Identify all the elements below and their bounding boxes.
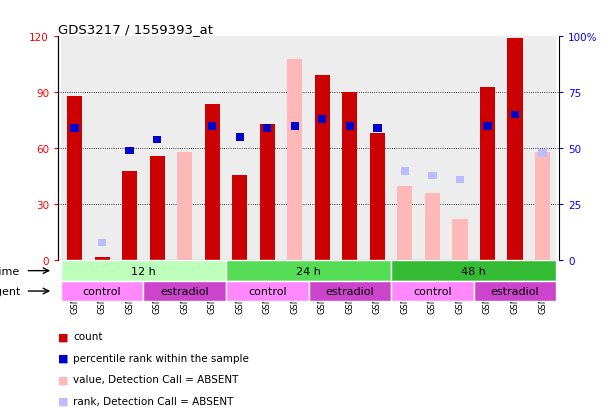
Bar xyxy=(171,37,199,261)
Text: count: count xyxy=(73,332,103,342)
Bar xyxy=(336,37,364,261)
Bar xyxy=(529,37,556,261)
Text: ■: ■ xyxy=(58,375,68,385)
Bar xyxy=(61,261,226,281)
Bar xyxy=(318,116,326,123)
Bar xyxy=(391,37,419,261)
Bar xyxy=(456,177,464,184)
Bar xyxy=(232,175,247,261)
Bar xyxy=(401,168,409,175)
Bar xyxy=(397,186,412,261)
Bar xyxy=(309,37,336,261)
Text: percentile rank within the sample: percentile rank within the sample xyxy=(73,353,249,363)
Text: control: control xyxy=(82,286,122,296)
Bar xyxy=(98,239,106,247)
Bar xyxy=(205,104,220,261)
Bar xyxy=(208,123,216,131)
Bar xyxy=(89,37,116,261)
Bar xyxy=(281,37,309,261)
Text: GDS3217 / 1559393_at: GDS3217 / 1559393_at xyxy=(58,23,213,36)
Bar xyxy=(226,261,391,281)
Bar xyxy=(95,257,109,261)
Bar xyxy=(125,147,134,155)
Bar xyxy=(61,37,89,261)
Text: ■: ■ xyxy=(58,396,68,406)
Bar xyxy=(425,194,440,261)
Bar xyxy=(474,37,501,261)
Text: rank, Detection Call = ABSENT: rank, Detection Call = ABSENT xyxy=(73,396,233,406)
Bar xyxy=(346,123,354,131)
Bar xyxy=(177,153,192,261)
Bar xyxy=(391,261,556,281)
Bar xyxy=(364,37,391,261)
Bar xyxy=(391,281,474,301)
Text: control: control xyxy=(248,286,287,296)
Bar xyxy=(483,123,492,131)
Bar xyxy=(260,125,275,261)
Bar xyxy=(122,171,137,261)
Bar xyxy=(474,281,556,301)
Bar xyxy=(511,112,519,119)
Bar xyxy=(144,37,171,261)
Bar xyxy=(153,136,161,144)
Text: estradiol: estradiol xyxy=(160,286,209,296)
Bar xyxy=(501,37,529,261)
Bar xyxy=(61,281,144,301)
Bar xyxy=(373,125,381,133)
Bar xyxy=(428,172,437,180)
Text: estradiol: estradiol xyxy=(326,286,374,296)
Bar xyxy=(446,37,474,261)
Text: control: control xyxy=(413,286,452,296)
Text: ■: ■ xyxy=(58,353,68,363)
Text: 12 h: 12 h xyxy=(131,266,156,276)
Bar xyxy=(199,37,226,261)
Bar xyxy=(226,281,309,301)
Text: estradiol: estradiol xyxy=(491,286,540,296)
Bar xyxy=(452,220,467,261)
Bar xyxy=(315,76,330,261)
Bar xyxy=(309,281,391,301)
Bar xyxy=(150,157,165,261)
Bar xyxy=(116,37,144,261)
Bar xyxy=(508,39,522,261)
Bar xyxy=(144,281,226,301)
Bar xyxy=(480,88,495,261)
Bar xyxy=(287,59,302,261)
Bar xyxy=(535,153,550,261)
Bar xyxy=(254,37,281,261)
Bar xyxy=(370,134,385,261)
Bar xyxy=(226,37,254,261)
Text: 24 h: 24 h xyxy=(296,266,321,276)
Text: time: time xyxy=(0,266,21,276)
Bar xyxy=(70,125,79,133)
Text: agent: agent xyxy=(0,286,21,296)
Bar xyxy=(67,97,82,261)
Text: value, Detection Call = ABSENT: value, Detection Call = ABSENT xyxy=(73,375,239,385)
Bar xyxy=(342,93,357,261)
Text: ■: ■ xyxy=(58,332,68,342)
Bar xyxy=(263,125,271,133)
Text: 48 h: 48 h xyxy=(461,266,486,276)
Bar xyxy=(236,134,244,142)
Bar xyxy=(538,150,547,157)
Bar xyxy=(291,123,299,131)
Bar xyxy=(419,37,446,261)
